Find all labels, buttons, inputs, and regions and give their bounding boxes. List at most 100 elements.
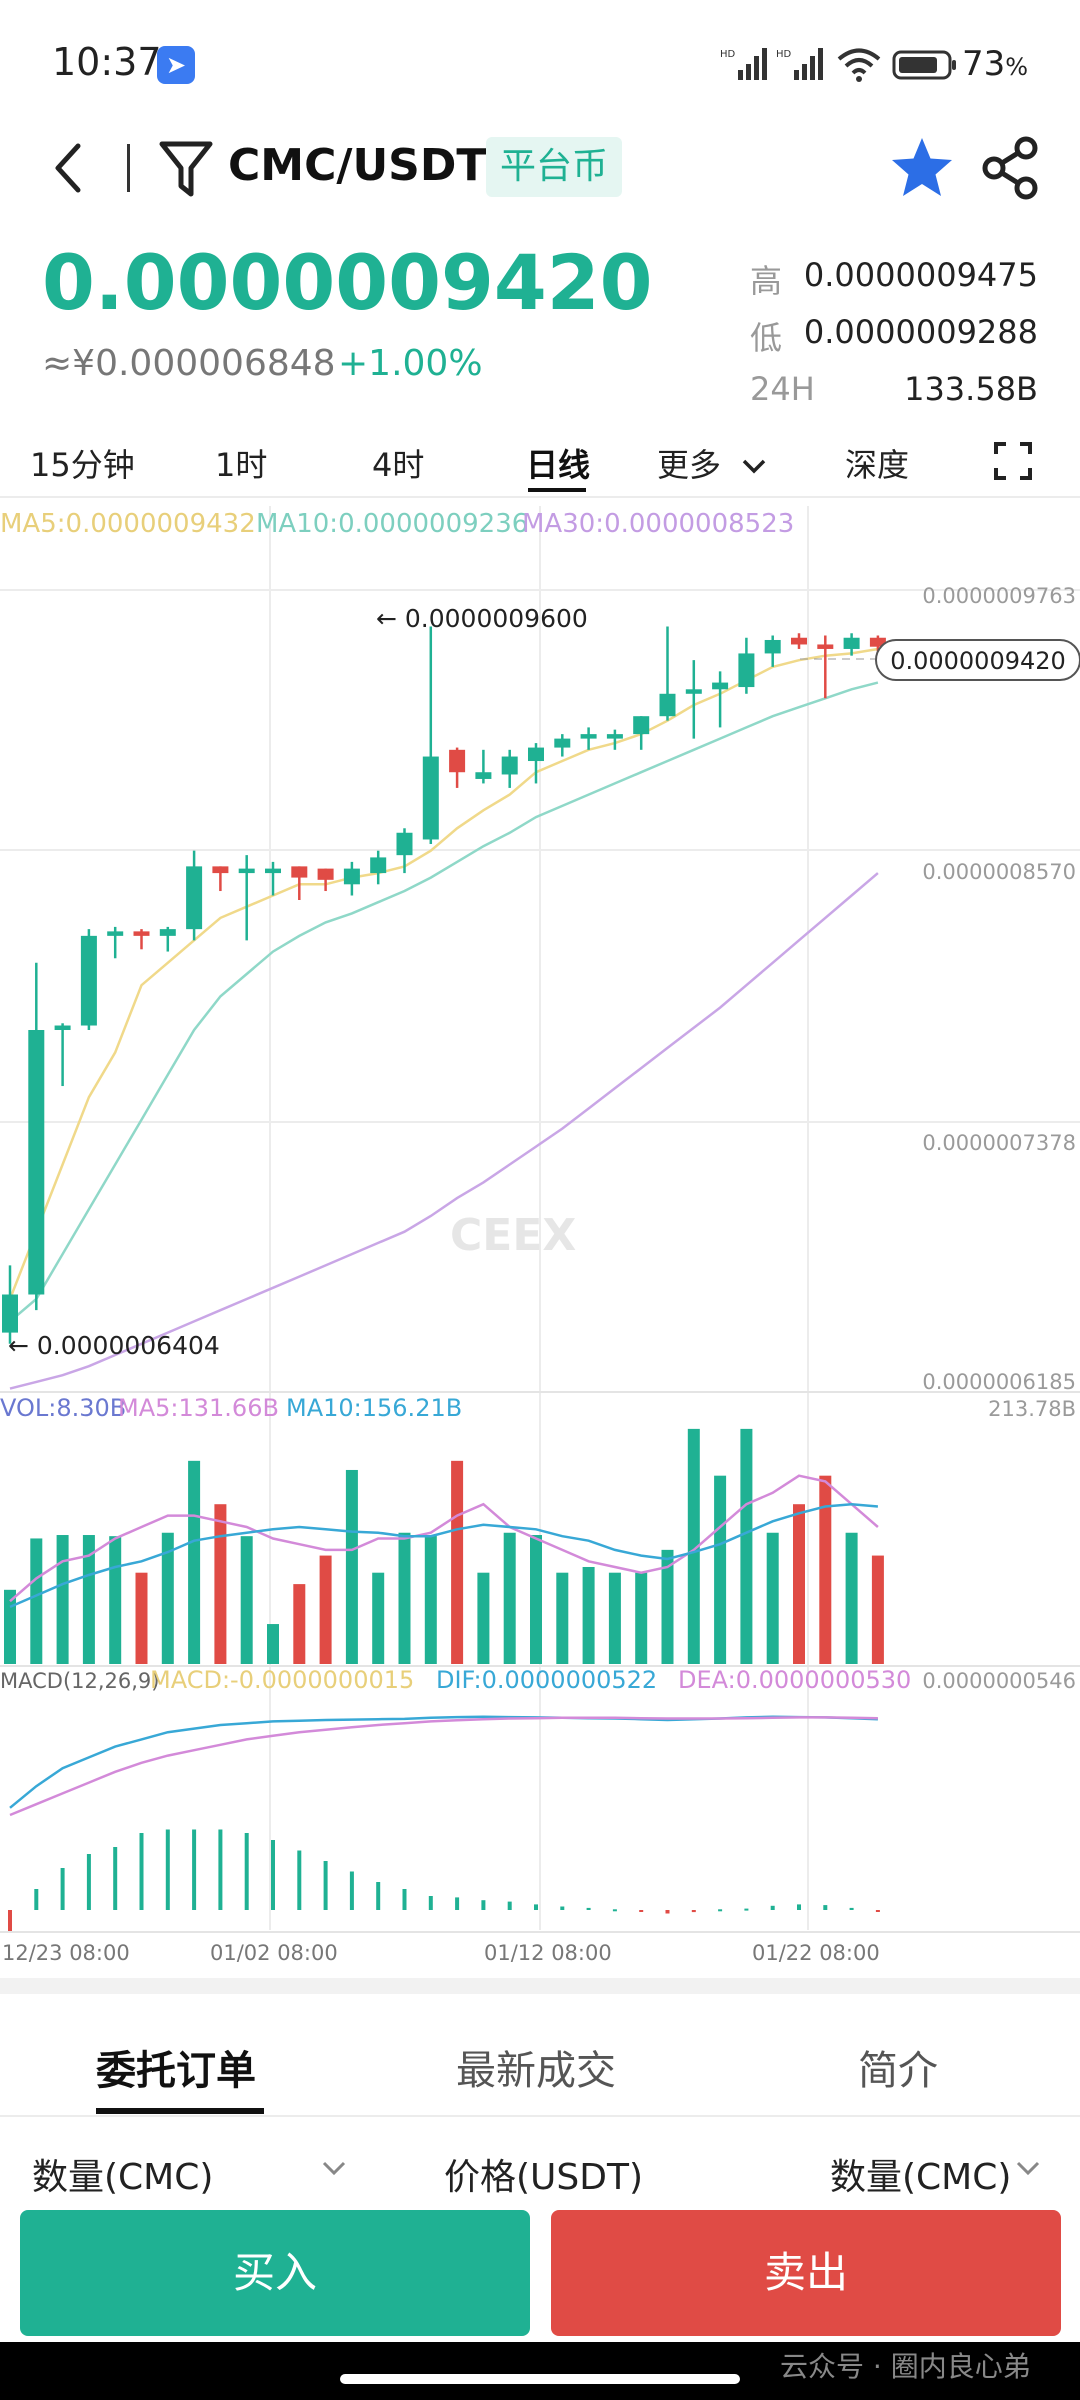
app-badge-icon: ➤ (157, 46, 195, 84)
price-cny: ≈¥0.000006848 (42, 343, 336, 384)
tab-daily[interactable]: 日线 (526, 446, 591, 484)
volume-bar (635, 1572, 648, 1664)
volume-bar (582, 1566, 595, 1664)
macd-bar (875, 1910, 880, 1912)
chart-watermark: CEEX (450, 1210, 576, 1261)
tab-4h[interactable]: 4时 (372, 446, 425, 484)
macd-bar (770, 1905, 775, 1910)
tab-more[interactable]: 更多 (657, 440, 767, 486)
candle-body (738, 653, 755, 688)
price-change: +1.00% (338, 343, 483, 384)
high-annotation: ← 0.0000009600 (376, 604, 588, 633)
volume-bar (188, 1460, 201, 1664)
volume-bar (740, 1428, 753, 1664)
volume-bar (319, 1555, 332, 1664)
candle-body (291, 866, 308, 878)
buy-button[interactable]: 买入 (20, 2210, 530, 2336)
status-bar: 10:37 ➤ HD HD 73% (0, 0, 1080, 130)
candle-body (396, 832, 413, 856)
macd-bar (402, 1889, 407, 1910)
pair-title[interactable]: CMC/USDT (228, 140, 487, 191)
candle-body (843, 637, 860, 649)
col-qty-left[interactable]: 数量(CMC) (32, 2157, 214, 2198)
macd-bar (139, 1833, 144, 1910)
volume-bar (293, 1584, 306, 1664)
x-tick: 01/22 08:00 (752, 1941, 880, 1965)
macd-bar (691, 1910, 696, 1913)
x-tick: 12/23 08:00 (2, 1941, 130, 1965)
candle-body (212, 866, 229, 874)
candle-body (343, 868, 360, 885)
macd-bar (507, 1901, 512, 1910)
macd-bar (244, 1833, 249, 1910)
stat-low-label: 低 (750, 319, 783, 357)
macd-bar (113, 1847, 118, 1910)
ma10-line (9, 681, 879, 1323)
y-tick: 0.0000008570 (922, 860, 1076, 884)
signal-hd-icon: HD (720, 48, 767, 80)
volume-bar (109, 1536, 122, 1664)
stat-24h-value: 133.58B (904, 370, 1038, 408)
macd-bar (297, 1850, 302, 1910)
macd-top-tick: 0.0000000546 (922, 1669, 1076, 1693)
volume-bar (766, 1532, 779, 1664)
wifi-icon (837, 48, 881, 82)
filter-icon[interactable] (158, 138, 214, 200)
col-qty-right[interactable]: 数量(CMC) (830, 2157, 1012, 2198)
candle-body (159, 929, 176, 936)
battery-percent: 73% (962, 44, 1029, 84)
tab-15m[interactable]: 15分钟 (30, 446, 135, 484)
tab-1h[interactable]: 1时 (215, 446, 268, 484)
vol-ma10-legend: MA10:156.21B (286, 1394, 462, 1422)
system-nav-bar (0, 2342, 1080, 2400)
macd-bar (534, 1904, 538, 1910)
vol-ma5-line (9, 1474, 879, 1603)
svg-text:HD: HD (776, 49, 792, 60)
volume-bar (714, 1475, 727, 1664)
macd-bar (797, 1904, 801, 1910)
candle-body (633, 716, 650, 735)
macd-bar (586, 1907, 591, 1910)
home-indicator[interactable] (340, 2374, 740, 2384)
last-price-tag (875, 639, 1080, 681)
star-icon[interactable] (888, 134, 956, 202)
kline-chart[interactable]: MA5:0.0000009432 MA10:0.0000009236 MA30:… (0, 500, 1080, 1980)
tab-intro[interactable]: 简介 (858, 2048, 938, 2094)
candle-body (422, 756, 439, 840)
back-icon[interactable] (48, 140, 88, 196)
y-tick: 0.0000007378 (922, 1131, 1076, 1155)
stat-high-value: 0.0000009475 (803, 256, 1038, 294)
y-tick: 0.0000006185 (922, 1370, 1076, 1394)
expand-icon[interactable] (994, 442, 1032, 480)
header-divider (127, 144, 130, 192)
volume-bar (819, 1475, 832, 1664)
macd-bar (823, 1905, 828, 1910)
volume-bar (845, 1532, 858, 1664)
source-watermark: 云众号 · 圈内良心弟 (780, 2350, 1031, 2383)
chevron-down-icon[interactable] (1016, 2160, 1040, 2176)
macd-bar (744, 1908, 749, 1911)
volume-bar (871, 1555, 884, 1664)
tab-depth[interactable]: 深度 (845, 446, 910, 484)
macd-legend-value: MACD:-0.0000000015 (150, 1666, 414, 1694)
volume-bar (4, 1589, 16, 1664)
share-icon[interactable] (980, 136, 1040, 200)
macd-bar (323, 1861, 328, 1910)
chevron-down-icon[interactable] (322, 2160, 346, 2176)
sell-button[interactable]: 卖出 (551, 2210, 1061, 2336)
volume-bar (30, 1538, 43, 1664)
macd-bar (165, 1829, 170, 1910)
macd-bar (60, 1868, 65, 1910)
candle-body (554, 738, 571, 748)
candle-body (107, 931, 124, 936)
tab-orders[interactable]: 委托订单 (96, 2048, 256, 2094)
macd-bar (349, 1871, 354, 1910)
signal-hd-icon: HD (776, 48, 823, 80)
tab-latest-trades[interactable]: 最新成交 (456, 2048, 616, 2094)
candle-body (449, 749, 466, 773)
macd-bar (718, 1909, 723, 1912)
volume-bar (82, 1535, 95, 1664)
chevron-down-icon (742, 459, 766, 474)
macd-bar (849, 1907, 854, 1910)
macd-bar (271, 1840, 275, 1910)
